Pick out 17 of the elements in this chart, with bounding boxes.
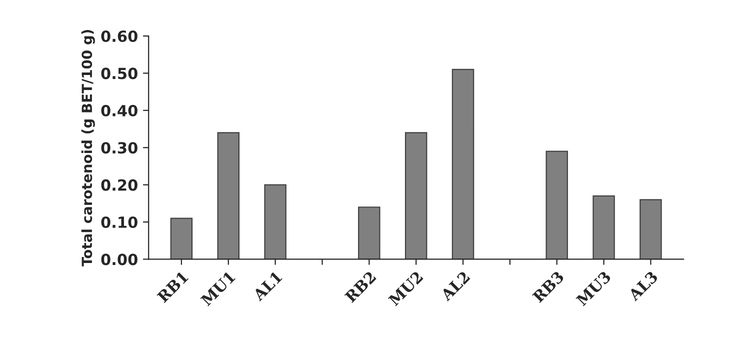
y-tick-label: 0.50 <box>101 68 138 80</box>
y-tick-label: 0.10 <box>101 216 138 228</box>
y-tick-label: 0.60 <box>101 30 138 42</box>
bar <box>452 68 474 260</box>
y-tick-label: 0.00 <box>101 254 138 266</box>
bar <box>358 206 380 260</box>
y-tick-label: 0.30 <box>101 142 138 154</box>
bar <box>640 199 662 260</box>
y-tick-label: 0.40 <box>101 104 138 116</box>
bar <box>217 132 240 260</box>
bar <box>264 184 286 260</box>
bar <box>404 132 428 260</box>
bar <box>592 195 615 260</box>
bar <box>170 218 193 260</box>
y-axis-title: Total carotenoid (g BET/100 g) <box>81 30 95 266</box>
bar <box>546 150 568 260</box>
y-tick-label: 0.20 <box>101 179 138 191</box>
